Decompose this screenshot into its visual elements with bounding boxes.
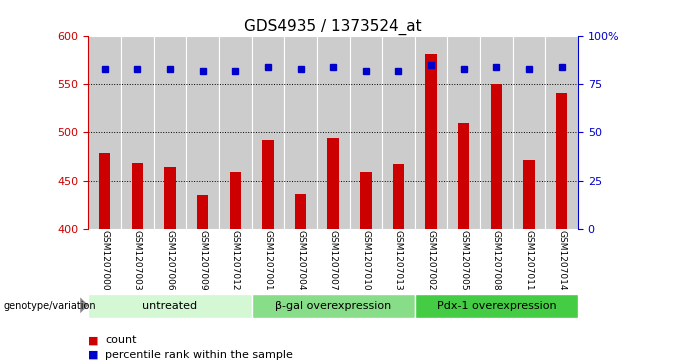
Bar [186,36,219,229]
Text: GSM1207007: GSM1207007 [328,230,338,291]
Text: GSM1207002: GSM1207002 [426,230,436,290]
Text: GSM1207008: GSM1207008 [492,230,501,291]
Text: GSM1207004: GSM1207004 [296,230,305,290]
Text: GSM1207012: GSM1207012 [231,230,240,290]
Bar [165,167,175,229]
Bar [556,93,567,229]
Bar [350,36,382,229]
Bar [88,294,252,318]
Text: GSM1207009: GSM1207009 [198,230,207,291]
Text: GSM1207003: GSM1207003 [133,230,142,291]
Bar [262,140,273,229]
Bar [480,36,513,229]
Text: GSM1207011: GSM1207011 [524,230,534,291]
Bar [415,36,447,229]
Text: GSM1207014: GSM1207014 [557,230,566,290]
Text: GSM1207000: GSM1207000 [100,230,109,291]
Bar [458,123,469,229]
Text: GSM1207013: GSM1207013 [394,230,403,291]
Text: ■: ■ [88,350,99,360]
Bar [154,36,186,229]
Bar [219,36,252,229]
Bar [295,194,306,229]
Text: percentile rank within the sample: percentile rank within the sample [105,350,293,360]
Text: count: count [105,335,137,346]
Bar [252,294,415,318]
Text: GSM1207005: GSM1207005 [459,230,469,291]
Text: GSM1207001: GSM1207001 [263,230,273,291]
Bar [132,163,143,229]
Bar [121,36,154,229]
Bar [88,36,121,229]
Bar [545,36,578,229]
Bar [230,172,241,229]
Bar [252,36,284,229]
Bar [393,164,404,229]
Bar [317,36,350,229]
Text: GSM1207006: GSM1207006 [165,230,175,291]
Bar [415,294,578,318]
Text: β-gal overexpression: β-gal overexpression [275,301,391,311]
Bar [447,36,480,229]
Bar [284,36,317,229]
Bar [360,172,371,229]
Bar [99,153,110,229]
Bar [524,160,534,229]
Bar [328,138,339,229]
Bar [426,54,437,229]
Text: ■: ■ [88,335,99,346]
Bar [197,195,208,229]
Title: GDS4935 / 1373524_at: GDS4935 / 1373524_at [244,19,422,35]
Text: Pdx-1 overexpression: Pdx-1 overexpression [437,301,556,311]
Bar [491,85,502,229]
Text: GSM1207010: GSM1207010 [361,230,371,291]
Text: untreated: untreated [142,301,198,311]
Bar [513,36,545,229]
Bar [382,36,415,229]
Text: genotype/variation: genotype/variation [3,301,96,311]
Polygon shape [80,297,88,313]
